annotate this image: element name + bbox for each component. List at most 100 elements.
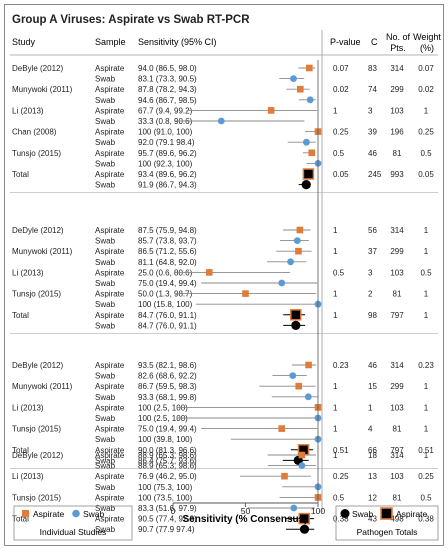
sensitivity-ci-label: 100 (2.5, 100) xyxy=(138,403,188,412)
c-value: 56 xyxy=(368,226,377,235)
p-value: 0.07 xyxy=(333,64,349,73)
table-row: Swab 100 (2.5, 100) xyxy=(95,414,322,423)
table-row: Swab 83.1 (73.3, 90.5) xyxy=(95,75,305,84)
sensitivity-ci-label: 83.1 (73.3, 90.5) xyxy=(138,75,197,84)
sample-type: Aspirate xyxy=(95,128,125,137)
sample-type: Aspirate xyxy=(95,64,125,73)
legend-swab-marker xyxy=(72,509,80,518)
study-name: DeDyle (2012) xyxy=(12,226,64,235)
x-tick-label: 0 xyxy=(171,506,176,516)
legend-aspirate-label: Aspirate xyxy=(33,509,64,519)
swab-marker xyxy=(298,462,306,469)
aspirate-marker xyxy=(295,247,302,255)
sample-type: Swab xyxy=(95,393,116,402)
sensitivity-ci-label: 100 (92.3, 100) xyxy=(138,159,193,168)
study-name: Munywoki (2011) xyxy=(12,85,73,94)
sample-type: Swab xyxy=(95,159,116,168)
swab-marker xyxy=(217,117,225,125)
sensitivity-ci-label: 91.9 (86.7, 94.3) xyxy=(138,181,197,190)
weight-value: 1 xyxy=(424,382,429,391)
study-name: DeByle (2012) xyxy=(12,64,63,73)
sample-type: Swab xyxy=(95,483,116,492)
study-name: DeByle (2012) xyxy=(12,361,63,370)
pts-value: 993 xyxy=(390,170,404,179)
table-row: Swab 100 (39.8, 100) xyxy=(95,435,322,444)
c-value: 2 xyxy=(368,290,373,299)
table-row: Li (2013) Aspirate 76.9 (46.2, 95.0) 0.25 13… xyxy=(12,472,434,481)
sample-type: Swab xyxy=(95,279,116,288)
table-row: Li (2013) Aspirate 25.0 (0.6, 80.6) 0.5 3 103… xyxy=(12,268,432,277)
total-swab-marker xyxy=(291,320,301,330)
weight-value: 0.25 xyxy=(418,472,434,481)
table-row: Swab 88.9 (65.3, 98.6) xyxy=(95,462,316,471)
pts-value: 498 xyxy=(390,515,404,524)
sensitivity-ci-label: 75.0 (19.4, 99.4) xyxy=(138,425,197,434)
sample-type: Swab xyxy=(95,372,116,381)
c-value: 3 xyxy=(368,106,373,115)
sensitivity-ci-label: 85.7 (73.8, 93.7) xyxy=(138,237,197,246)
weight-value: 0.51 xyxy=(418,446,434,455)
legend-pathogen-totals: Swab Aspirate Pathogen Totals xyxy=(335,505,439,541)
sensitivity-ci-label: 82.6 (68.6, 92.2) xyxy=(138,372,197,381)
table-row: DeByle (2012) Aspirate 94.0 (86.5, 98.0) 0.… xyxy=(12,64,434,73)
sample-type: Swab xyxy=(95,456,116,465)
p-value: 0.5 xyxy=(333,268,345,277)
p-value: 1 xyxy=(333,290,338,299)
study-name: Li (2013) xyxy=(12,106,44,115)
pts-value: 103 xyxy=(390,472,404,481)
sensitivity-ci-label: 81.1 (64.8, 92.0) xyxy=(138,258,197,267)
c-value: 13 xyxy=(368,472,377,481)
c-value: 4 xyxy=(368,425,373,434)
p-value: 0.05 xyxy=(333,170,349,179)
sensitivity-ci-label: 100 (2.5, 100) xyxy=(138,414,188,423)
swab-marker xyxy=(289,372,297,379)
c-value: 66 xyxy=(368,446,377,455)
c-value: 43 xyxy=(368,515,377,524)
sample-type: Aspirate xyxy=(95,226,125,235)
c-value: 37 xyxy=(368,247,377,256)
sample-type: Swab xyxy=(95,504,116,513)
sensitivity-ci-label: 100 (91.0, 100) xyxy=(138,128,193,137)
c-value: 46 xyxy=(368,149,377,158)
table-row: Li (2013) Aspirate 67.7 (9.4, 99.2) 1 3 103 1 xyxy=(12,106,429,115)
legend-swab-label: Swab xyxy=(83,509,105,519)
study-name: Tunsjo (2015) xyxy=(12,290,61,299)
study-name: Chan (2008) xyxy=(12,128,57,137)
sensitivity-ci-label: 90.5 (77.4, 97.3) xyxy=(138,515,197,524)
sensitivity-ci-label: 90.0 (81.3, 96.6) xyxy=(138,446,197,455)
aspirate-marker xyxy=(242,290,249,297)
table-row: DeByle (2012) Aspirate 93.5 (82.1, 98.6) 0.… xyxy=(12,361,434,370)
sample-type: Swab xyxy=(95,75,116,84)
p-value: 0.25 xyxy=(333,128,349,137)
swab-marker xyxy=(293,237,301,245)
sample-type: Aspirate xyxy=(95,106,125,115)
pts-value: 314 xyxy=(390,361,404,370)
legend-box xyxy=(13,505,133,541)
study-group: DeByle (2012) Aspirate 88.9 (65.3, 98.6) 1 1… xyxy=(12,451,434,534)
study-name: Tunsjo (2015) xyxy=(12,493,61,502)
legend-total-aspirate-label: Aspirate xyxy=(396,509,427,519)
pts-value: 314 xyxy=(390,451,404,460)
swab-marker xyxy=(278,279,286,287)
legend-individual-studies: Aspirate Swab Individual Studies xyxy=(13,505,133,541)
study-name: Tunsjo (2015) xyxy=(12,425,61,434)
table-row: Munywoki (2011) Aspirate 86.7 (59.5, 98.3)… xyxy=(12,382,429,391)
p-value: 1 xyxy=(333,382,338,391)
sample-type: Aspirate xyxy=(95,149,125,158)
aspirate-marker xyxy=(306,64,313,72)
sensitivity-ci-label: 83.3 (51.6, 97.9) xyxy=(138,504,197,513)
header-weight: Weight (%) xyxy=(413,32,441,53)
swab-marker xyxy=(303,138,310,146)
weight-value: 1 xyxy=(424,425,429,434)
weight-value: 0.05 xyxy=(418,170,434,179)
table-row: Swab 93.3 (68.1, 99.8) xyxy=(95,393,318,402)
swab-marker xyxy=(290,504,298,512)
weight-value: 0.5 xyxy=(420,493,432,502)
sensitivity-ci-label: 67.7 (9.4, 99.2) xyxy=(138,106,193,115)
pts-value: 314 xyxy=(390,64,404,73)
sensitivity-ci-label: 75.0 (19.4, 99.4) xyxy=(138,279,197,288)
sensitivity-ci-label: 93.5 (82.1, 98.6) xyxy=(138,361,197,370)
pts-value: 103 xyxy=(390,403,404,412)
sample-type: Aspirate xyxy=(95,170,125,179)
